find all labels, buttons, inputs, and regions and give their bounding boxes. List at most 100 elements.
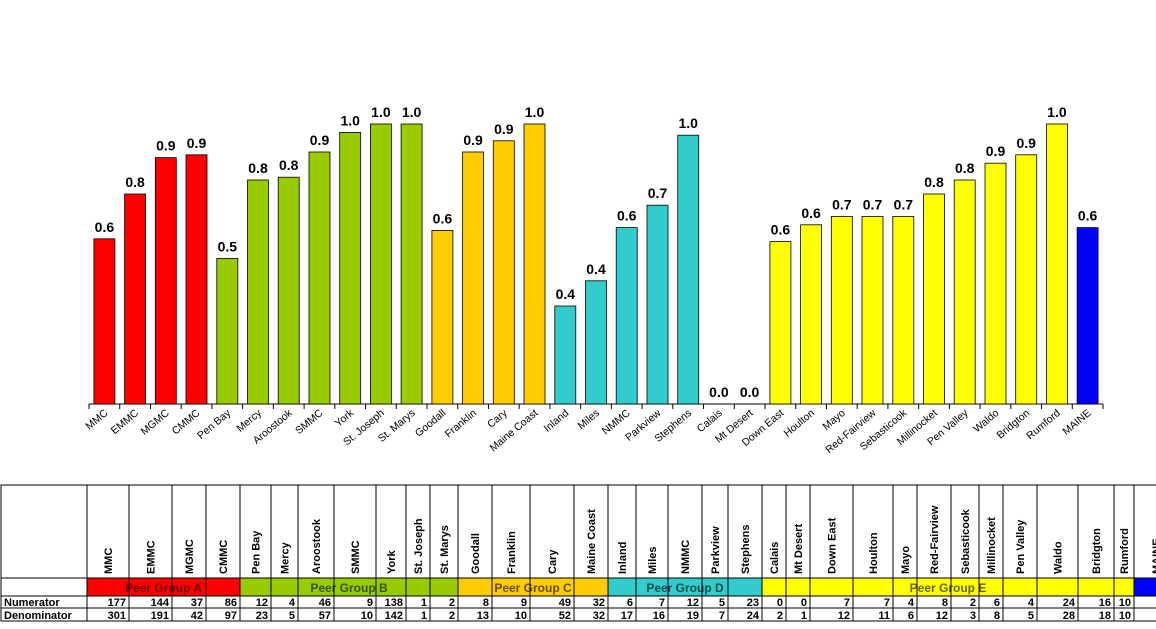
bar-goodall [431, 229, 454, 405]
table-header-franklin: Franklin [506, 531, 518, 574]
value-label-miles: 0.4 [586, 261, 606, 277]
bar-millinocket [923, 193, 945, 405]
denominator-cell-waldo: 28 [1063, 610, 1075, 622]
denominator-cell-parkview: 7 [719, 610, 725, 622]
denominator-cell-smmc: 10 [361, 610, 373, 622]
denominator-cell-mgmc: 42 [191, 610, 203, 622]
data-table: Peer Group A Peer Group B Peer Group C Peer… [0, 484, 1156, 624]
chart-axes [88, 403, 1104, 409]
table-header-st-marys: St. Marys [439, 525, 451, 574]
value-label-down-east: 0.6 [771, 222, 791, 238]
table-header-waldo: Waldo [1053, 541, 1065, 574]
category-label-york: York [333, 407, 357, 430]
bar-mercy [247, 179, 269, 405]
numerator-cell-franklin: 9 [521, 597, 527, 609]
table-header-down-east: Down East [827, 517, 839, 574]
bar-maine-coast [523, 123, 546, 405]
denominator-cell-stephens: 24 [747, 610, 760, 622]
bar-parkview [646, 204, 669, 405]
value-label-pen-bay: 0.5 [218, 238, 238, 254]
table-header-inland: Inland [617, 542, 629, 574]
category-label-miles: Miles [575, 407, 601, 432]
numerator-cell-houlton: 7 [884, 597, 890, 609]
denominator-row-label: Denominator [4, 610, 73, 622]
group-label-peer-group-d: Peer Group D [646, 581, 724, 595]
value-label-millinocket: 0.8 [924, 174, 944, 190]
value-label-emmc: 0.8 [125, 174, 145, 190]
table-header-cmmc: CMMC [218, 540, 230, 574]
table-header-mercy: Mercy [280, 541, 292, 574]
table-header-miles: Miles [647, 546, 659, 574]
group-label-peer-group-e: Peer Group E [910, 581, 987, 595]
bar-emmc [124, 193, 146, 405]
group-label-peer-group-c: Peer Group C [494, 581, 572, 595]
bar-smmc [308, 151, 331, 405]
numerator-cell-york: 138 [385, 597, 403, 609]
table-header-mmc: MMC [103, 548, 115, 574]
table-header-emmc: EMMC [146, 540, 158, 574]
table-header-smmc: SMMC [350, 540, 362, 574]
value-label-houlton: 0.6 [801, 205, 821, 221]
numerator-cell-goodall: 8 [483, 597, 489, 609]
numerator-cell-millinocket: 6 [994, 597, 1000, 609]
numerator-cell-miles: 7 [659, 597, 665, 609]
denominator-cell-cmmc: 97 [225, 610, 237, 622]
denominator-cell-maine-coast: 32 [593, 610, 605, 622]
value-label-maine-coast: 1.0 [525, 104, 545, 120]
bar-houlton [800, 224, 822, 405]
value-label-mayo: 0.7 [832, 196, 852, 212]
category-label-maine: MAINE [1060, 407, 1093, 438]
value-label-maine: 0.6 [1078, 208, 1098, 224]
numerator-cell-stephens: 23 [747, 597, 759, 609]
table-header-rumford: Rumford [1119, 528, 1131, 574]
value-label-aroostook: 0.8 [279, 157, 299, 173]
denominator-cell-red-fairview: 12 [936, 610, 948, 622]
bar-bridgton [1015, 154, 1038, 405]
category-label-mgmc: MGMC [139, 407, 172, 438]
value-label-mmc: 0.6 [95, 219, 115, 235]
value-label-st-marys: 1.0 [402, 104, 422, 120]
bar-nmmc [615, 227, 638, 405]
table-header-maine-coast: Maine Coast [586, 509, 598, 574]
table-header-stephens: Stephens [740, 524, 752, 574]
denominator-cell-goodall: 13 [477, 610, 489, 622]
value-label-st-joseph: 1.0 [371, 104, 391, 120]
value-label-nmmc: 0.6 [617, 208, 637, 224]
table-header-st-joseph: St. Joseph [413, 518, 425, 574]
table-header-cary: Cary [547, 549, 559, 574]
numerator-cell-st-joseph: 1 [421, 597, 427, 609]
category-label-franklin: Franklin [443, 407, 479, 440]
category-label-houlton: Houlton [782, 407, 818, 440]
denominator-cell-pen-valley: 5 [1028, 610, 1034, 622]
bar-pen-valley [953, 179, 976, 405]
table-header-calais: Calais [769, 542, 781, 574]
table-header-bridgton: Bridgton [1091, 528, 1103, 574]
denominator-cell-mt-desert: 1 [801, 610, 807, 622]
value-labels: 0.6 0.8 0.9 0.9 0.5 0.8 0.8 0.9 1.0 1.0 1.0 0.6 0.9 0… [95, 104, 1098, 400]
category-label-smmc: SMMC [293, 407, 326, 437]
numerator-cell-maine-coast: 32 [593, 597, 605, 609]
numerator-cell-pen-valley: 4 [1028, 597, 1035, 609]
value-label-red-fairview: 0.7 [863, 196, 883, 212]
numerator-cell-mercy: 4 [289, 597, 296, 609]
bar-pen-bay [216, 257, 239, 405]
denominator-cell-pen-bay: 23 [256, 610, 268, 622]
category-label-goodall: Goodall [413, 407, 448, 439]
numerator-cell-cmmc: 86 [225, 597, 237, 609]
denominator-cell-york: 142 [385, 610, 403, 622]
denominator-cell-st-marys: 2 [449, 610, 455, 622]
bar-mgmc [154, 157, 177, 405]
category-label-rumford: Rumford [1024, 407, 1063, 442]
numerator-cell-cary: 49 [559, 597, 571, 609]
value-label-waldo: 0.9 [986, 143, 1006, 159]
denominator-cell-rumford: 10 [1119, 610, 1131, 622]
denominator-cell-bridgton: 18 [1099, 610, 1111, 622]
value-label-franklin: 0.9 [463, 132, 483, 148]
group-label-peer-group-a: Peer Group A [125, 581, 202, 595]
table-header-mt-desert: Mt Desert [793, 524, 805, 574]
value-label-mgmc: 0.9 [156, 138, 176, 154]
table-header-york: York [386, 549, 398, 574]
value-label-calais: 0.0 [709, 384, 729, 400]
numerator-cell-nmmc: 12 [687, 597, 699, 609]
